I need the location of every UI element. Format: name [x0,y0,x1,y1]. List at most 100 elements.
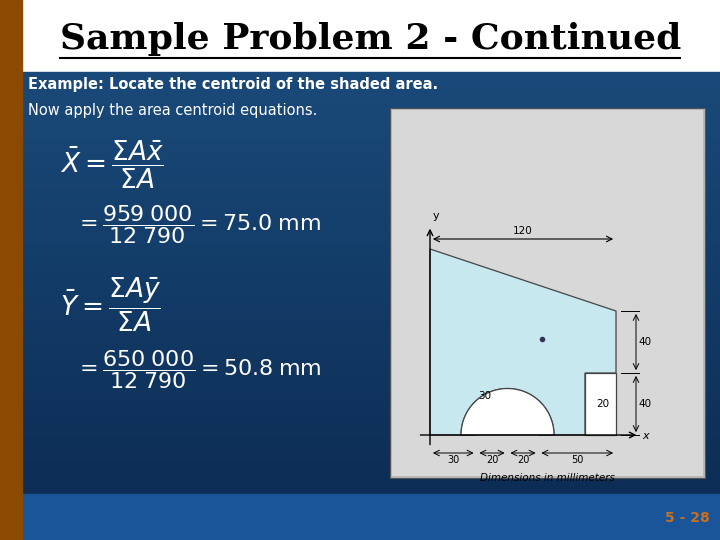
Text: Dimensions in millimeters: Dimensions in millimeters [480,473,615,483]
Bar [22,488,720,489]
Bar [22,79,720,80]
Bar [22,223,720,224]
Bar [22,397,720,398]
Bar [22,307,720,308]
Bar [22,392,720,393]
Bar [22,130,720,131]
Bar [22,284,720,285]
Bar [22,435,720,436]
Bar [22,249,720,250]
Bar [22,346,720,347]
Bar [22,132,720,133]
Bar [22,148,720,149]
Bar [22,245,720,246]
Bar [22,231,720,232]
Bar [22,234,720,235]
Bar [22,376,720,377]
Bar [22,344,720,345]
Bar [22,215,720,216]
Bar [22,466,720,467]
Bar [22,78,720,79]
Bar [22,493,720,494]
Bar [22,111,720,112]
Bar [22,188,720,189]
Bar [22,259,720,260]
Bar [22,92,720,93]
Bar [22,222,720,223]
Bar [22,262,720,263]
Bar [22,309,720,310]
Bar [22,312,720,313]
Bar [22,342,720,343]
Bar [22,454,720,455]
Bar [22,177,720,178]
Bar [22,354,720,355]
Bar [22,475,720,476]
Bar [22,88,720,89]
Bar [22,306,720,307]
Bar [22,203,720,204]
Bar [22,212,720,213]
Bar [22,418,720,419]
Bar [22,413,720,414]
Bar [22,105,720,106]
Bar [22,409,720,410]
Bar [22,263,720,264]
Bar [22,325,720,326]
Bar [22,367,720,368]
Bar [22,424,720,425]
Bar [22,252,720,253]
Bar [22,150,720,151]
Bar [22,479,720,480]
Bar [22,89,720,90]
Bar [22,211,720,212]
Bar [22,255,720,256]
Bar [22,359,720,360]
Bar [22,421,720,422]
Bar [22,336,720,337]
Bar [0,0,720,72]
Bar [22,431,720,432]
Bar [22,209,720,210]
Bar [22,176,720,177]
Bar [22,353,720,354]
Bar [22,465,720,466]
Text: y: y [433,211,440,221]
Bar [22,370,720,371]
Bar [22,430,720,431]
Bar [22,427,720,428]
Bar [22,458,720,459]
Bar [22,98,720,99]
Bar [22,372,720,373]
Bar [22,300,720,301]
Bar [22,330,720,331]
Bar [22,302,720,303]
Bar [22,403,720,404]
Bar [22,207,720,208]
Bar [22,218,720,219]
Bar [22,432,720,433]
Bar [22,438,720,439]
Bar [22,167,720,168]
Bar [22,482,720,483]
Bar [22,375,720,376]
Bar [22,456,720,457]
Bar [22,134,720,135]
Bar [22,459,720,460]
Bar [22,322,720,323]
Bar [22,439,720,440]
Bar [22,117,720,118]
Bar [22,313,720,314]
Bar [22,179,720,180]
Bar [22,125,720,126]
Bar [22,151,720,152]
Bar [22,217,720,218]
Text: $\bar{Y} = \dfrac{\Sigma A\bar{y}}{\Sigma A}$: $\bar{Y} = \dfrac{\Sigma A\bar{y}}{\Sigm… [60,276,161,334]
Bar [22,384,720,385]
Bar [22,385,720,386]
Bar [22,371,720,372]
Bar [22,455,720,456]
Bar [22,347,720,348]
Bar [22,199,720,200]
Bar [22,294,720,295]
